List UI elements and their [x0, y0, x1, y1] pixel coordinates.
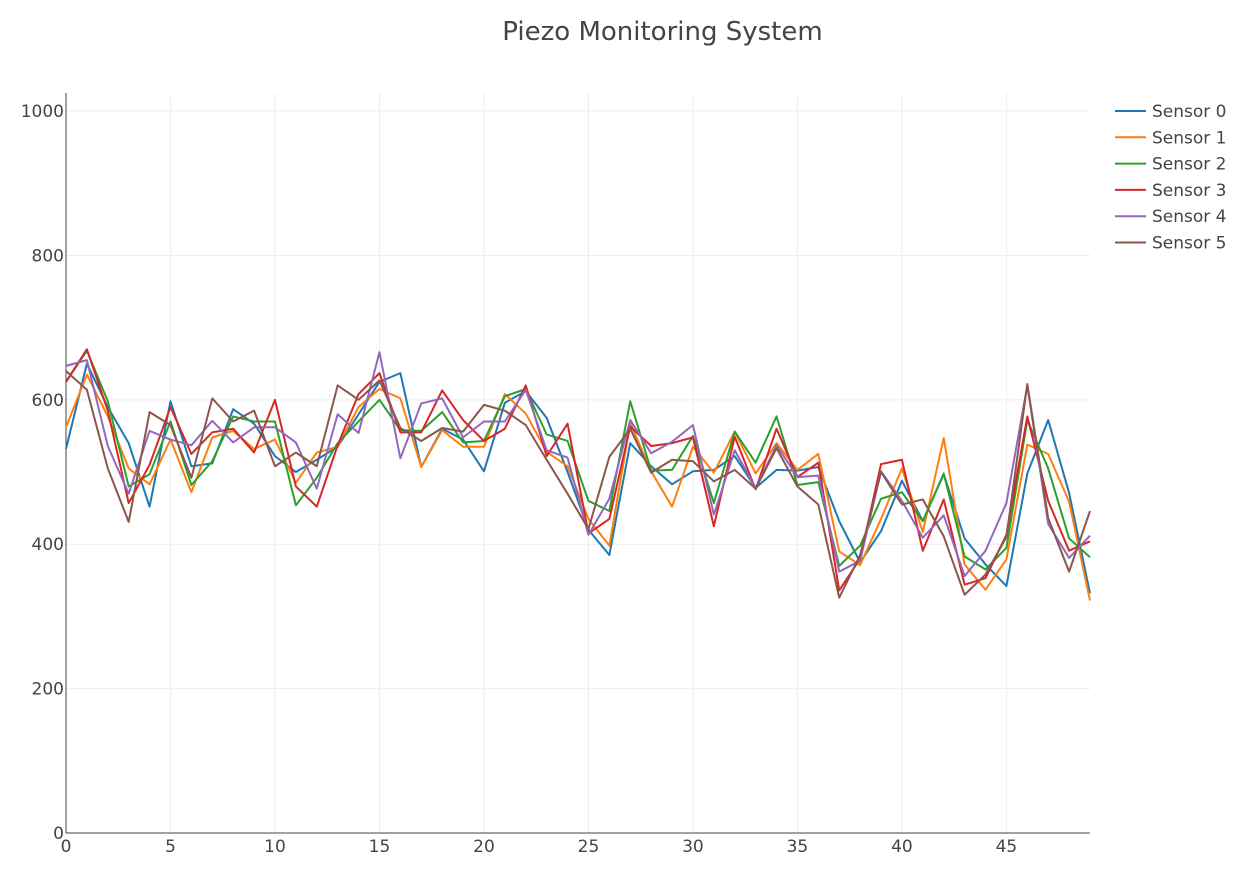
legend: Sensor 0 Sensor 1 Sensor 2 Sensor 3 Sensor 4…	[1115, 102, 1227, 254]
legend-label: Sensor 3	[1152, 181, 1227, 201]
x-tick-label: 40	[891, 837, 913, 857]
legend-label: Sensor 1	[1152, 128, 1227, 148]
y-tick-label: 400	[32, 535, 64, 555]
y-tick-label: 200	[32, 680, 64, 700]
y-tick-label: 0	[53, 824, 64, 844]
x-tick-label: 15	[369, 837, 391, 857]
series-line-sensor-2	[65, 349, 1091, 571]
x-tick-label: 20	[473, 837, 495, 857]
legend-label: Sensor 2	[1152, 155, 1227, 175]
legend-item[interactable]: Sensor 5	[1115, 234, 1227, 254]
legend-item[interactable]: Sensor 1	[1115, 128, 1227, 148]
y-tick-label: 1000	[21, 102, 64, 122]
y-tick-label: 600	[32, 391, 64, 411]
series-lines	[65, 348, 1091, 601]
legend-label: Sensor 0	[1152, 102, 1227, 122]
legend-label: Sensor 5	[1152, 234, 1227, 254]
legend-label: Sensor 4	[1152, 207, 1227, 227]
x-tick-label: 10	[264, 837, 286, 857]
x-tick-label: 45	[996, 837, 1018, 857]
axes: 0 200 400 600 800 1000 0 5 10 15 20 25 30 35 40 45	[21, 93, 1090, 857]
legend-item[interactable]: Sensor 4	[1115, 207, 1227, 227]
chart-title: Piezo Monitoring System	[502, 17, 823, 47]
legend-item[interactable]: Sensor 3	[1115, 181, 1227, 201]
x-tick-label: 30	[682, 837, 704, 857]
x-tick-label: 0	[61, 837, 72, 857]
legend-item[interactable]: Sensor 2	[1115, 155, 1227, 175]
legend-item[interactable]: Sensor 0	[1115, 102, 1227, 122]
series-line-sensor-5	[65, 370, 1091, 599]
grid	[66, 93, 1090, 833]
x-tick-label: 35	[787, 837, 809, 857]
series-line-sensor-4	[65, 351, 1091, 577]
x-tick-label: 25	[578, 837, 600, 857]
y-tick-label: 800	[32, 246, 64, 266]
series-line-sensor-0	[65, 362, 1091, 594]
x-tick-label: 5	[165, 837, 176, 857]
series-line-sensor-3	[65, 348, 1091, 592]
series-line-sensor-1	[65, 373, 1091, 601]
